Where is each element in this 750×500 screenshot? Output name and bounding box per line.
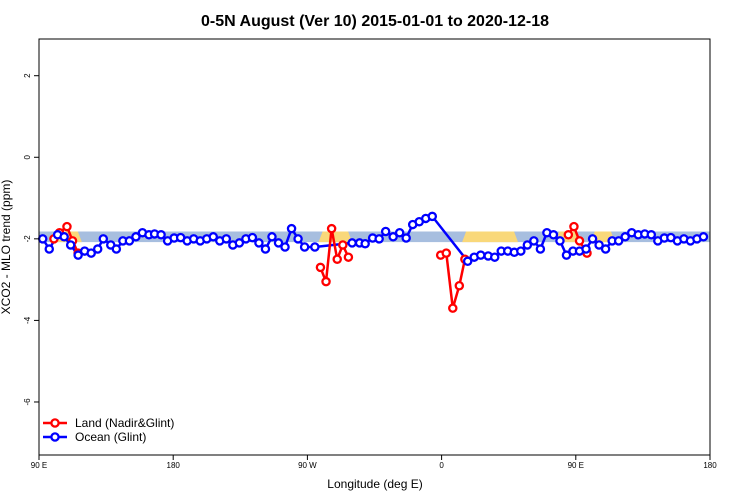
ocean-point <box>561 250 572 260</box>
y-tick-label: -4 <box>23 316 32 324</box>
y-tick-label: 2 <box>23 73 32 78</box>
plot-frame <box>38 38 711 456</box>
series-layer <box>37 211 709 313</box>
ocean-point <box>280 242 290 252</box>
ocean-point <box>273 238 284 248</box>
x-axis-label: Longitude (deg E) <box>327 477 422 491</box>
ocean-point <box>286 223 297 234</box>
land-band-segment <box>462 231 519 243</box>
ocean-point <box>388 232 398 242</box>
ocean-point <box>394 227 405 238</box>
y-tick-label: -2 <box>23 235 32 243</box>
ocean-point <box>594 240 604 250</box>
x-tick-label: 90 W <box>298 461 317 470</box>
land-point <box>454 280 465 291</box>
ocean-point <box>44 244 55 254</box>
legend-marker <box>50 418 60 428</box>
land-point <box>343 252 354 262</box>
ocean-point <box>529 236 539 246</box>
ocean-point <box>221 234 232 244</box>
land-point <box>574 236 585 246</box>
x-tick-label: 0 <box>439 461 444 470</box>
ocean-point <box>698 232 709 242</box>
ocean-point <box>234 238 245 248</box>
ocean-point <box>65 240 76 250</box>
land-point <box>563 230 574 240</box>
ocean-point <box>59 232 69 242</box>
x-tick-label: 90 E <box>31 461 47 470</box>
ocean-point <box>581 244 591 254</box>
land-point <box>332 254 342 264</box>
land-band-segment <box>318 231 353 243</box>
land-point <box>321 276 331 287</box>
ocean-point <box>535 244 546 254</box>
ocean-point <box>156 230 166 240</box>
x-axis: 90 E 180 90 W 0 90 E 180 <box>31 455 717 470</box>
ocean-point <box>427 211 438 222</box>
ocean-point <box>475 250 486 260</box>
y-tick-label: -6 <box>23 398 32 406</box>
land-point <box>448 303 458 313</box>
ocean-point <box>548 230 559 240</box>
ocean-point <box>73 250 83 260</box>
ocean-point <box>380 226 391 237</box>
ocean-point <box>587 234 598 244</box>
ocean-point <box>646 230 657 240</box>
ocean-point <box>267 232 277 242</box>
ocean-point <box>111 244 122 254</box>
land-point <box>569 221 579 232</box>
ocean-point <box>347 238 357 248</box>
ocean-point <box>124 236 135 246</box>
ocean-point <box>600 244 611 254</box>
legend: Land (Nadir&Glint)Ocean (Glint) <box>43 416 174 444</box>
ocean-point <box>489 252 500 262</box>
ocean-point <box>374 234 384 244</box>
legend-marker <box>50 432 60 442</box>
land-point <box>441 248 452 258</box>
ocean-point <box>208 232 219 242</box>
ocean-point <box>555 236 565 246</box>
ocean-point <box>37 234 48 244</box>
ocean-point <box>254 238 264 248</box>
ocean-point <box>522 240 533 250</box>
ocean-point <box>293 234 303 244</box>
ocean-point <box>401 233 411 243</box>
ocean-point <box>86 248 96 258</box>
y-axis: 2 0 -2 -4 -6 <box>23 73 39 406</box>
ocean-point <box>131 232 141 242</box>
land-point <box>326 223 337 234</box>
x-tick-label: 180 <box>703 461 717 470</box>
land-point <box>315 262 326 273</box>
ocean-point <box>613 236 624 246</box>
land-point <box>338 240 348 250</box>
ocean-point <box>299 242 310 252</box>
ocean-point <box>620 232 630 242</box>
y-tick-label: 0 <box>23 155 32 160</box>
land-point <box>62 221 72 232</box>
y-axis-label: XCO2 - MLO trend (ppm) <box>0 180 13 315</box>
legend-label: Land (Nadir&Glint) <box>75 416 174 430</box>
ocean-point <box>360 238 370 249</box>
ocean-point <box>462 256 473 267</box>
ocean-point <box>310 242 320 252</box>
ocean-point <box>98 234 109 244</box>
ocean-point <box>247 232 258 243</box>
chart-title: 0-5N August (Ver 10) 2015-01-01 to 2020-… <box>201 13 549 30</box>
x-tick-label: 180 <box>167 461 181 470</box>
ocean-point <box>92 244 103 254</box>
x-tick-label: 90 E <box>568 461 584 470</box>
legend-label: Ocean (Glint) <box>75 430 146 444</box>
ocean-point <box>516 246 526 256</box>
ocean-point <box>260 244 271 254</box>
